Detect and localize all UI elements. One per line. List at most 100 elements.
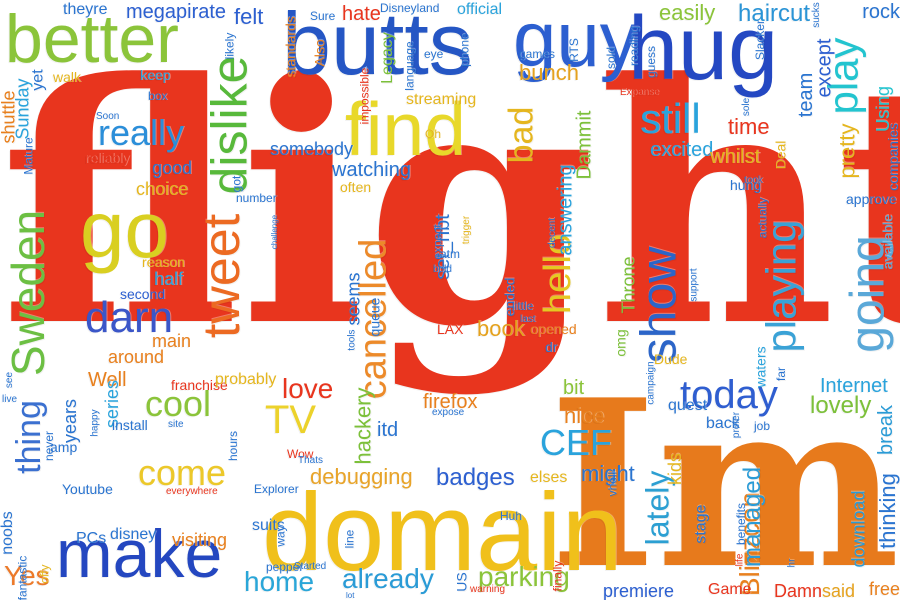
word-flight: flight [0,11,900,399]
word-see: see [4,371,16,389]
word-come: come [138,452,227,493]
word-half: half [154,269,184,289]
word-lovely: lovely [810,392,872,419]
word-butts: butts [282,0,473,93]
word-offy: offy [37,564,52,584]
word-atm: atm [440,247,461,261]
word-franchise: franchise [171,377,228,393]
word-show: show [630,246,687,364]
word-got: got [229,175,244,193]
word-vhell: vhell [605,471,620,497]
word-impossible: impossible [357,67,372,125]
word-theyre: theyre [63,1,108,18]
word-thats: Thats [298,455,324,466]
word-lax: LAX [437,321,464,337]
word-game: Game [708,581,752,598]
word-deal: Deal [772,140,789,170]
word-phone: phone [457,33,472,67]
word-dislike: dislike [201,55,258,195]
word-love: love [282,373,334,404]
word-hr: hr [786,558,798,568]
word-tools: tools [346,329,358,351]
word-playing: playing [757,219,805,353]
word-kids: kids [665,452,686,486]
word-games: games [519,47,556,61]
word-haircut: haircut [738,0,811,27]
word-eye: eye [424,47,444,61]
word-better: better [5,1,179,77]
word-book: book [477,316,525,341]
word-sure: Sure [310,9,336,23]
word-often: often [340,179,372,195]
word-seems: seems [343,272,364,326]
word-pepper: pepper [266,560,304,574]
word-pretty: pretty [834,123,860,179]
word-started: Started [294,561,327,572]
word-whilst: whilst [710,146,761,168]
word-line: line [342,529,357,549]
word-around: around [108,347,165,367]
word-hung: hung [730,177,762,193]
word-choice: choice [136,179,189,199]
word-parking: parking [478,561,570,592]
word-hackery: hackery [350,387,376,465]
word-youtube: Youtube [62,481,113,497]
word-language: language [402,41,417,91]
word-home: home [244,566,315,597]
word-cool: cool [145,383,212,424]
word-visiting: visiting [172,530,228,550]
word-nice: nice [564,403,605,428]
word-life: life [734,553,746,567]
word-bit: bit [563,377,585,399]
word-likely: likely [222,32,237,60]
word-free: free [868,579,900,599]
word-last: last [520,314,536,325]
word-guess: guess [644,45,659,79]
word-said: said [822,581,856,600]
word-walk: walk [53,69,82,85]
word-already: already [342,563,434,594]
word-still: still [640,95,701,142]
word-streaming: streaming [406,91,477,108]
word-megapirate: megapirate [126,1,227,23]
word-reason: reason [142,254,185,270]
word-itd: itd [377,419,399,441]
word-excited: excited [650,139,714,161]
word-hate: hate [342,3,381,25]
word-watching: watching [332,159,411,181]
word-damn: Damn [774,581,823,600]
word-suits: suits [252,517,285,534]
word-support: support [688,268,700,302]
word-took: took [744,175,763,186]
word-felt: felt [234,4,264,29]
word-little: little [512,299,534,313]
word-years: years [60,398,81,444]
word-quest: quest [668,397,708,414]
word-benefits: benefits [734,502,749,546]
word-warning: warning [470,584,506,595]
word-queue: queue [366,297,383,337]
word-sweden: Sweden [2,209,55,377]
word-omg: omg [612,329,629,357]
word-reading: reading [627,25,642,67]
word-disneyland: Disneyland [380,1,440,15]
word-oh: Oh [425,127,442,141]
word-challenge: challenge [270,214,280,250]
word-actually: actually [755,197,770,239]
word-expose: expose [432,407,465,418]
word-amp: amp [50,439,78,455]
word-pcs: PCs [76,530,107,547]
word-never: never [42,430,57,462]
word-keep: keep [140,67,171,83]
word-im: Im [549,350,900,600]
word-bunch: bunch [519,60,579,85]
word-easily: easily [659,0,716,25]
word-finally: finally [550,560,565,592]
word-bad: bad [502,106,541,164]
word-approve: approve [846,191,897,207]
word-site: site [168,419,184,430]
word-internet: Internet [820,375,888,397]
word-except: except [813,38,836,98]
word-dude: Dude [654,351,688,367]
